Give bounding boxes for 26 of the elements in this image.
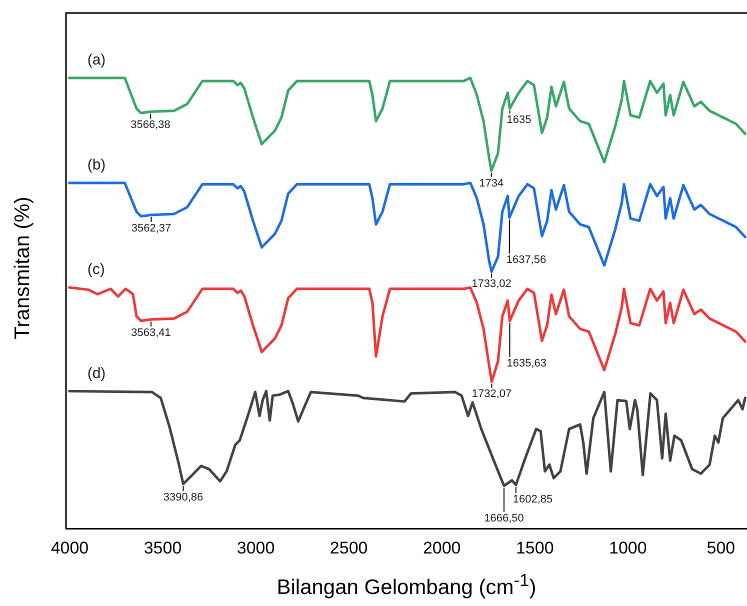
annotation: 1733,02 [472, 278, 512, 290]
y-axis-title: Transmitan (%) [11, 196, 35, 340]
x-tick-label: 1000 [609, 538, 647, 558]
annotation: 3566,38 [130, 119, 170, 132]
series-label: (d) [87, 364, 106, 382]
series-label: (c) [87, 261, 105, 278]
annotation: 1637,56 [506, 254, 546, 266]
annotation: 1602,85 [512, 493, 553, 506]
annotation: 1635 [506, 114, 532, 126]
annotation: 1732,07 [472, 388, 512, 400]
x-tick-label: 2500 [330, 538, 368, 558]
x-axis-title: Bilangan Gelombang (cm$^{-1}$) [276, 570, 538, 600]
x-tick-label: 3500 [144, 538, 182, 558]
annotation: 1734 [479, 177, 504, 190]
x-tick-label: 2000 [422, 538, 461, 558]
annotation: 1635,63 [506, 357, 547, 370]
series-label: (b) [87, 156, 106, 174]
x-tick-label: 4000 [50, 538, 89, 558]
x-tick-label: 500 [706, 538, 736, 558]
annotation: 3562,37 [131, 222, 172, 234]
annotation: 3390,86 [163, 492, 204, 504]
x-tick-label: 1500 [516, 538, 554, 558]
series-label: (a) [87, 52, 106, 69]
annotation: 1666,50 [484, 512, 524, 524]
annotation: 3563,41 [131, 327, 171, 340]
x-tick-label: 3000 [236, 538, 275, 558]
